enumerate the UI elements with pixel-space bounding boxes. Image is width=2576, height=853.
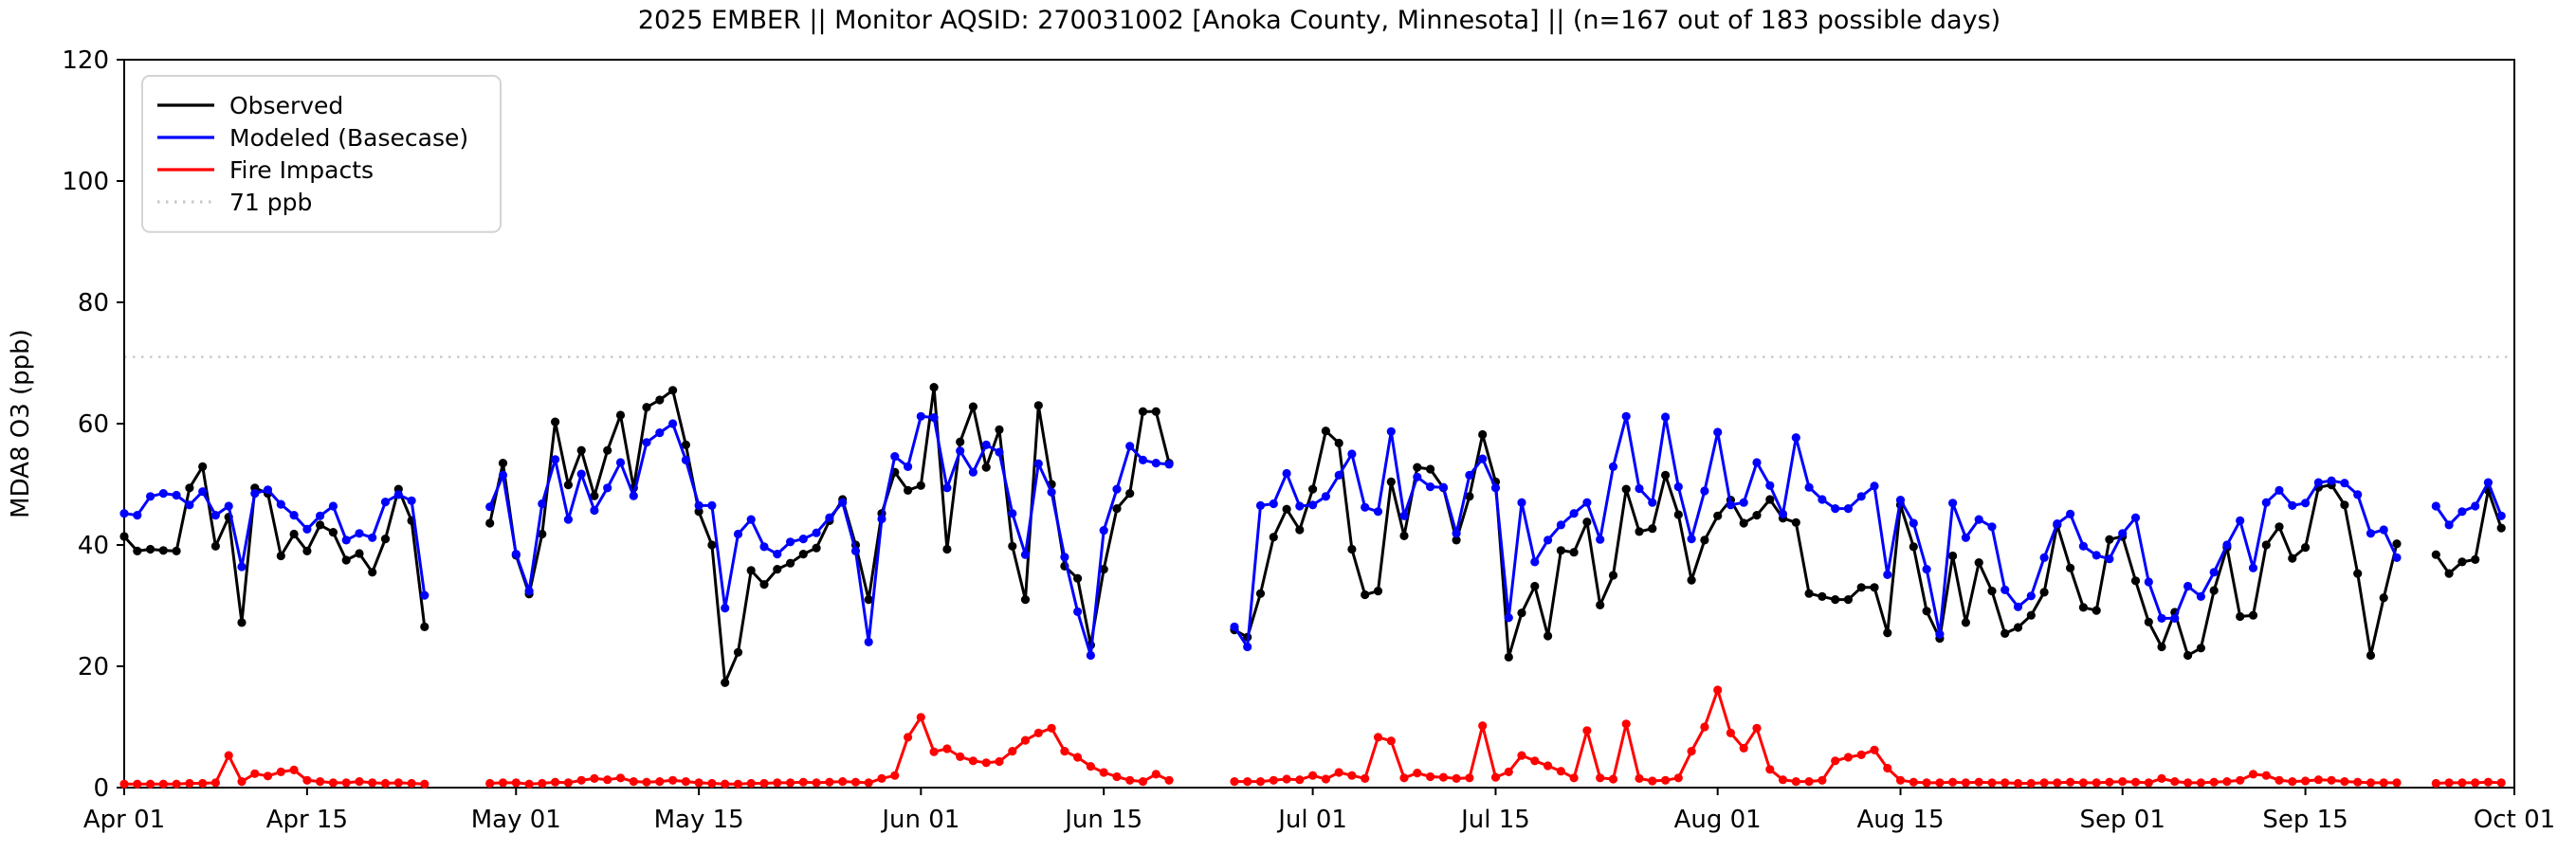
legend-label: Fire Impacts [229, 156, 374, 184]
x-tick-label: Oct 01 [2474, 806, 2555, 834]
y-tick-label: 120 [62, 46, 109, 75]
x-tick-label: May 15 [654, 806, 744, 834]
y-tick-label: 20 [78, 653, 109, 681]
y-tick-label: 0 [93, 774, 109, 803]
y-tick-label: 40 [78, 532, 109, 560]
series-line [124, 688, 2502, 786]
y-tick-label: 60 [78, 410, 109, 439]
series-line [123, 414, 2503, 657]
legend-label: 71 ppb [229, 189, 312, 216]
legend: Observed Modeled (Basecase) Fire Impacts 71… [141, 75, 502, 233]
axes: 0 20 40 60 80 100 120 Apr 01 Apr 15 May 01 May 15 J… [62, 46, 2555, 834]
y-axis-label: MDA8 O3 (ppb) [7, 329, 35, 518]
x-tick-label: Apr 15 [266, 806, 348, 834]
fire-impacts-series [119, 685, 2506, 789]
series-layer [119, 383, 2506, 789]
y-tick-label: 100 [62, 168, 109, 196]
x-tick-label: Sep 01 [2080, 806, 2165, 834]
x-tick-label: Aug 01 [1674, 806, 1762, 834]
observed-series [119, 383, 2506, 687]
x-tick-label: Aug 15 [1856, 806, 1944, 834]
y-axis: 0 20 40 60 80 100 120 [62, 46, 124, 803]
y-tick-label: 80 [78, 289, 109, 318]
x-axis: Apr 01 Apr 15 May 01 May 15 Jun 01 Jun 15 Jul … [83, 788, 2555, 834]
x-tick-label: Jun 01 [880, 806, 959, 834]
legend-label: Modeled (Basecase) [229, 124, 468, 152]
modeled-basecase--series [119, 411, 2506, 661]
legend-label: Observed [229, 92, 343, 119]
x-tick-label: Jun 15 [1063, 806, 1142, 834]
x-tick-label: May 01 [471, 806, 561, 834]
x-tick-label: Apr 01 [83, 806, 165, 834]
x-tick-label: Sep 15 [2262, 806, 2348, 834]
x-tick-label: Jul 15 [1459, 806, 1530, 834]
chart-title: 2025 EMBER || Monitor AQSID: 270031002 [… [638, 6, 2001, 35]
x-tick-label: Jul 01 [1276, 806, 1347, 834]
legend-box [141, 75, 502, 233]
series-line [122, 386, 2503, 684]
